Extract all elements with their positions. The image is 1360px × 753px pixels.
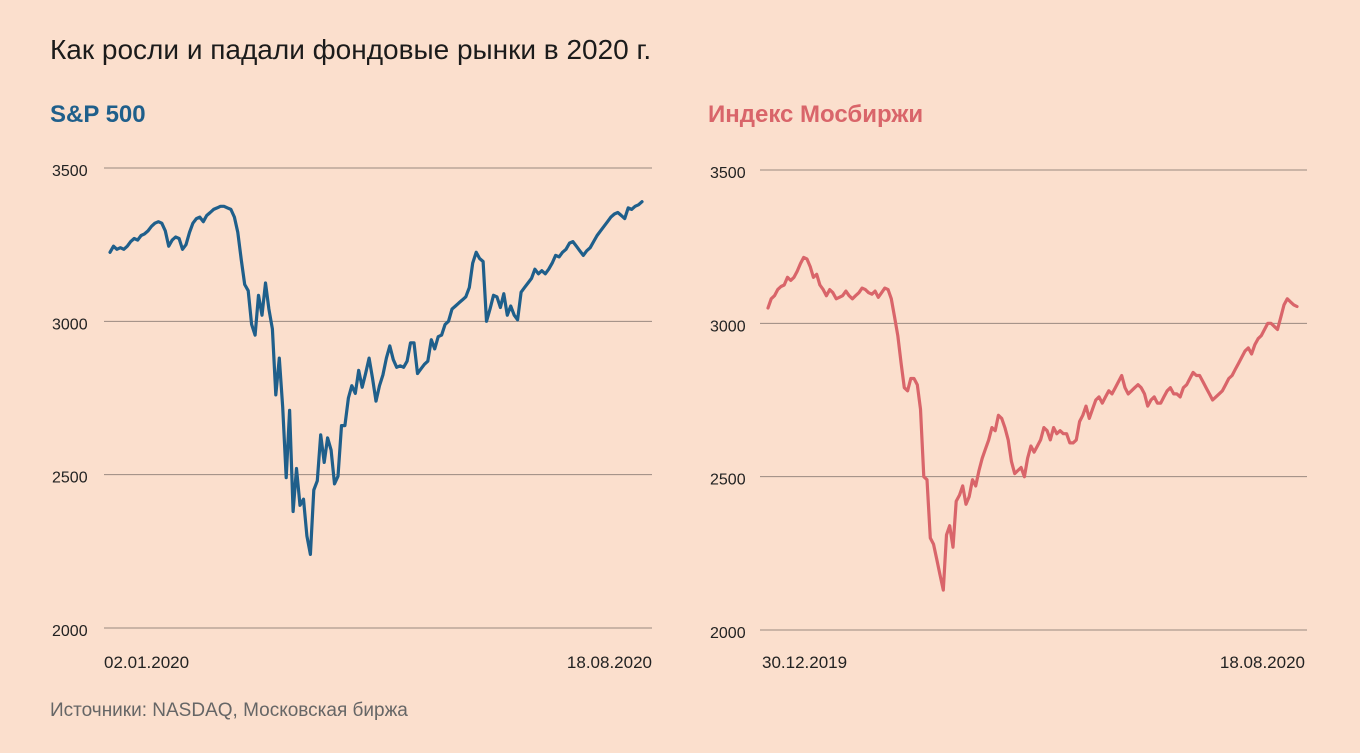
sp500-chart-title: S&P 500 bbox=[50, 101, 146, 128]
sp500-ytick-label: 2500 bbox=[52, 470, 88, 487]
moex-x-end-label: 18.08.2020 bbox=[1220, 653, 1305, 672]
page-title: Как росли и падали фондовые рынки в 2020… bbox=[50, 34, 652, 65]
sp500-x-end-label: 18.08.2020 bbox=[567, 653, 652, 672]
sp500-ytick-label: 3500 bbox=[52, 163, 88, 180]
moex-series-line bbox=[766, 255, 1299, 592]
moex-ytick-label: 3500 bbox=[710, 165, 746, 182]
moex-ytick-label: 3000 bbox=[710, 318, 746, 335]
moex-ytick-label: 2000 bbox=[710, 625, 746, 642]
moex-x-start-label: 30.12.2019 bbox=[762, 653, 847, 672]
moex-ytick-label: 2500 bbox=[710, 472, 746, 489]
sp500-ytick-label: 2000 bbox=[52, 623, 88, 640]
source-note: Источники: NASDAQ, Московская биржа bbox=[50, 700, 408, 721]
sp500-ytick-label: 3000 bbox=[52, 316, 88, 333]
moex-chart-title: Индекс Мосбиржи bbox=[708, 101, 924, 128]
sp500-x-start-label: 02.01.2020 bbox=[104, 653, 189, 672]
sp500-series-line bbox=[108, 200, 644, 557]
